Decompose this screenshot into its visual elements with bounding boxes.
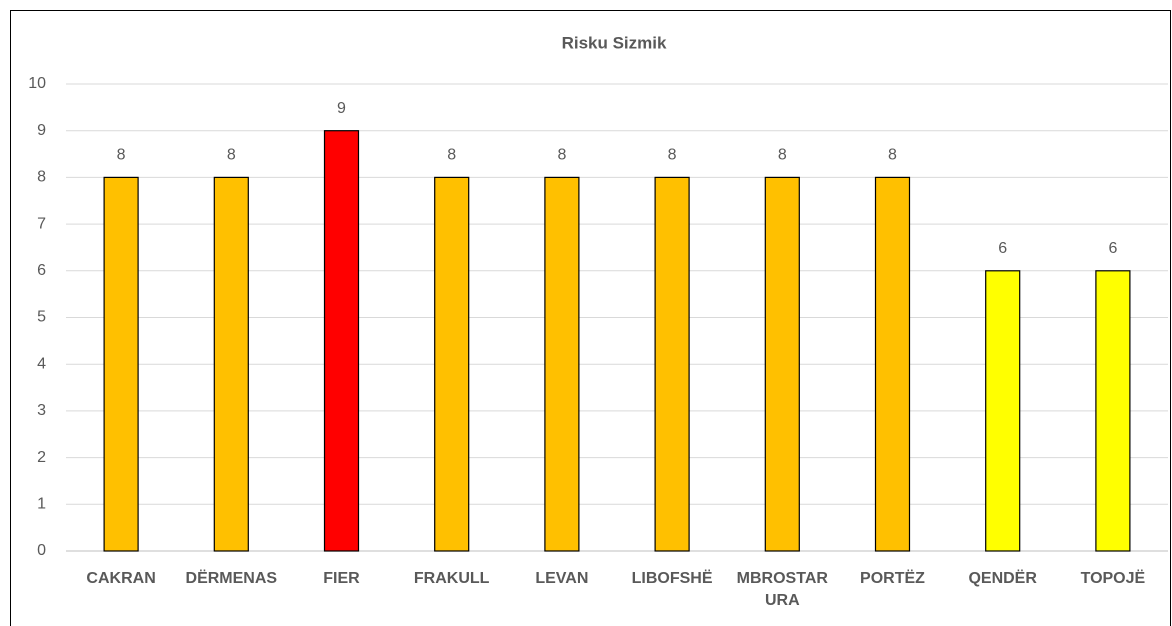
data-label: 8 [778,147,787,164]
bar [985,270,1021,552]
chart-border [10,10,1171,626]
y-tick-label: 0 [37,542,46,559]
x-tick-label: PORTËZ [860,570,925,587]
x-tick-label: FRAKULL [413,570,490,587]
data-label: 6 [1108,240,1117,257]
y-tick-label: 2 [37,449,46,466]
y-tick-label: 4 [37,355,46,372]
bar [213,176,249,552]
data-label: 8 [668,147,677,164]
y-tick-label: 5 [37,309,46,326]
bar [544,176,580,552]
y-tick-label: 1 [37,496,46,513]
bar [654,176,690,552]
y-tick-label: 8 [37,169,46,186]
data-label: 6 [998,240,1007,257]
x-tick-label: CAKRAN [86,570,156,587]
data-label: 8 [447,147,456,164]
y-tick-label: 10 [28,75,46,92]
data-label: 8 [117,147,126,164]
bar [103,176,139,552]
data-label: 8 [227,147,236,164]
bar [434,176,470,552]
data-label: 8 [888,147,897,164]
y-tick-label: 3 [37,402,46,419]
bar [323,130,360,552]
x-tick-label: MBROSTAR URA [736,570,828,609]
bar [874,176,911,552]
x-tick-label: DËRMENAS [185,570,278,587]
bar [764,176,800,552]
chart-title: Risku Sizmik [562,33,667,52]
data-label: 8 [557,147,566,164]
x-tick-label: LIBOFSHË [631,570,713,587]
x-tick-label: TOPOJË [1080,570,1146,587]
bar [1095,270,1131,552]
y-tick-label: 6 [37,262,46,279]
x-tick-label: FIER [323,570,360,587]
y-tick-label: 9 [37,122,46,139]
data-label: 9 [337,100,346,117]
x-tick-label: LEVAN [535,570,589,587]
x-tick-label: QENDËR [968,570,1037,587]
y-tick-label: 7 [37,215,46,232]
